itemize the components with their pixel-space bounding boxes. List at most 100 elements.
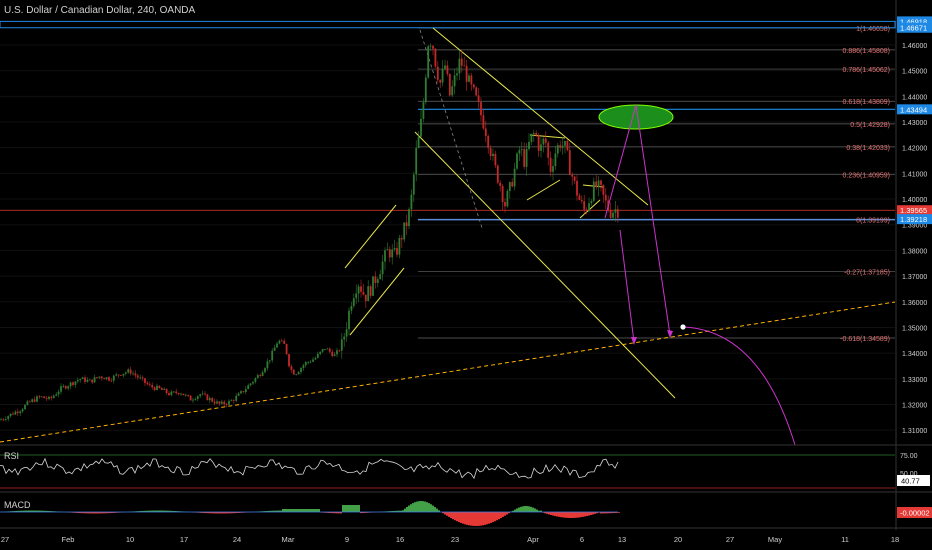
candle-body [163,388,166,390]
candle-body [285,343,288,355]
candle-body [151,385,154,388]
macd-histogram-bar [364,512,366,513]
candle-body [355,293,358,299]
candle-body [84,377,86,382]
decline-curve [682,326,796,446]
candle-body [532,132,535,134]
macd-histogram-bar [82,512,84,514]
candle-body [556,145,559,154]
macd-histogram-bar [618,512,620,513]
macd-histogram-bar [348,505,350,512]
candle-body [429,45,432,47]
macd-histogram-bar [306,509,308,512]
macd-histogram-bar [400,510,402,512]
macd-histogram-bar [410,504,412,512]
diagonal-guide [419,29,483,229]
candle-body [259,375,262,376]
macd-histogram-bar [458,512,460,523]
candle-body [201,393,204,395]
candle-body [597,180,600,188]
candle-body [175,391,178,394]
candle-body [192,399,194,401]
candle-body [9,413,12,417]
time-axis: 27 Feb 10 17 24 Mar 9 16 23 Apr 6 13 20 27 May 11 18 [0,527,932,544]
candle-body [177,393,180,395]
time-tick-label: May [768,535,782,544]
macd-histogram-bar [512,510,514,512]
macd-histogram-bar [414,502,416,512]
long-term-trendline [0,301,896,443]
candle-body [492,153,494,157]
macd-histogram-bar [238,512,240,513]
macd-histogram-bar [112,512,114,513]
macd-histogram-bar [582,512,584,517]
macd-histogram-bar [76,512,78,513]
macd-histogram-bar [394,510,396,512]
price-tick-label: 1.36000 [902,300,927,307]
macd-histogram-bar [454,512,456,521]
macd-histogram-bar [202,512,204,513]
candle-body [153,387,156,390]
macd-histogram-bar [152,510,154,512]
fib-level-label: 0.38(1.42033) [846,145,890,152]
candle-body [487,136,490,148]
candle-body [290,366,293,370]
price-tick-label: 1.35000 [902,325,927,332]
candle-body [254,378,257,382]
candle-body [600,180,602,185]
candle-body [160,388,163,390]
candle-body [194,398,197,400]
macd-histogram-bar [18,510,20,512]
candle-body [552,166,554,172]
price-badge-label: 1.39565 [900,206,927,215]
macd-histogram-bar [560,512,562,518]
macd-histogram-bar [162,510,164,512]
macd-histogram-bar [234,512,236,514]
macd-histogram-bar [160,510,162,512]
macd-histogram-bar [292,509,294,512]
candle-body [369,286,372,296]
candle-body [328,348,331,352]
macd-histogram-bar [408,505,410,512]
candle-body [110,380,113,382]
macd-histogram-bar [546,512,548,514]
candle-body [122,373,125,376]
falling-channel-upper [432,27,649,206]
candle-body [364,294,367,302]
candle-body [91,379,94,383]
candle-body [590,200,593,204]
candle-body [129,369,132,374]
macd-histogram-bar [540,510,542,512]
price-tick-label: 1.42000 [902,146,927,153]
macd-histogram-bar [110,512,112,514]
candle-body [614,209,617,213]
macd-histogram-bar [140,511,142,512]
price-badge-label: 1.46918 [900,17,927,26]
candle-body [33,399,36,402]
candle-body [578,195,581,200]
candle-body [384,250,386,262]
macd-histogram-bar [318,509,320,512]
candle-body [69,382,72,387]
candle-body [4,419,7,420]
macd-histogram-bar [280,510,282,512]
fib-level-label: 0.236(1.40959) [843,172,890,179]
macd-histogram-bar [106,512,108,514]
macd-histogram-bar [290,509,292,512]
macd-histogram-bar [450,512,452,519]
price-tick-label: 1.33000 [902,377,927,384]
macd-histogram-bar [500,512,502,519]
macd-histogram-bar [474,512,476,526]
macd-histogram-bar [334,512,336,514]
candle-body [424,77,427,103]
macd-histogram-bar [432,505,434,512]
candle-body [516,153,518,169]
candle-body [496,165,499,183]
candle-body [156,385,158,390]
candle-body [79,379,82,381]
macd-histogram-bar [574,512,576,518]
candle-body [612,212,614,218]
candle-body [434,48,437,67]
candle-body [520,149,523,150]
